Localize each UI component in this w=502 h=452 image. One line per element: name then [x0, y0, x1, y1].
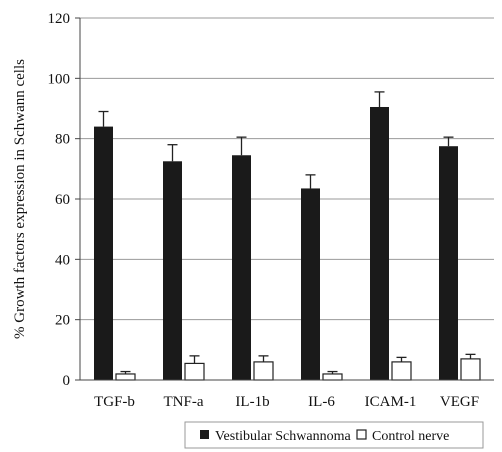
x-tick-label: TNF-a: [164, 394, 204, 410]
bar-control-nerve: [460, 358, 481, 381]
legend-swatch: [356, 429, 367, 440]
legend-swatch: [200, 430, 209, 439]
bar-control-nerve: [391, 361, 412, 381]
bar-control-nerve: [253, 361, 274, 381]
x-tick-label: IL-1b: [235, 394, 269, 410]
legend: [184, 421, 484, 449]
legend-entries: Vestibular Schwannoma Control nerve: [200, 429, 449, 444]
y-tick-label: 20: [55, 313, 70, 329]
legend-label: Control nerve: [372, 429, 449, 444]
x-tick-label: TGF-b: [94, 394, 135, 410]
y-tick-label: 60: [55, 192, 70, 208]
x-axis-ticks: TGF-b TNF-a IL-1b IL-6 ICAM-1 VEGF: [94, 394, 479, 410]
y-axis-ticks: 0 20 40 60 80 100 120: [48, 11, 80, 389]
bar-vestibular-schwannoma: [301, 188, 320, 380]
bar-control-nerve: [184, 362, 205, 381]
x-tick-label: ICAM-1: [365, 394, 417, 410]
gridlines: [80, 17, 494, 321]
bar-vestibular-schwannoma: [439, 146, 458, 380]
y-tick-label: 80: [55, 132, 70, 148]
y-tick-label: 100: [48, 71, 71, 87]
y-tick-label: 0: [63, 373, 71, 389]
bar-vestibular-schwannoma: [232, 155, 251, 380]
bar-vestibular-schwannoma: [94, 126, 113, 380]
y-tick-label: 120: [48, 11, 71, 27]
x-tick-label: IL-6: [308, 394, 335, 410]
y-axis-label: % Growth factors expression in Schwann c…: [12, 59, 28, 339]
legend-label: Vestibular Schwannoma: [215, 429, 351, 444]
x-tick-label: VEGF: [440, 394, 479, 410]
bar-control-nerve: [322, 373, 343, 381]
y-tick-label: 40: [55, 252, 70, 268]
bar-vestibular-schwannoma: [370, 106, 389, 380]
bar-control-nerve: [115, 373, 136, 381]
bars: [94, 91, 481, 381]
bar-vestibular-schwannoma: [163, 161, 182, 380]
